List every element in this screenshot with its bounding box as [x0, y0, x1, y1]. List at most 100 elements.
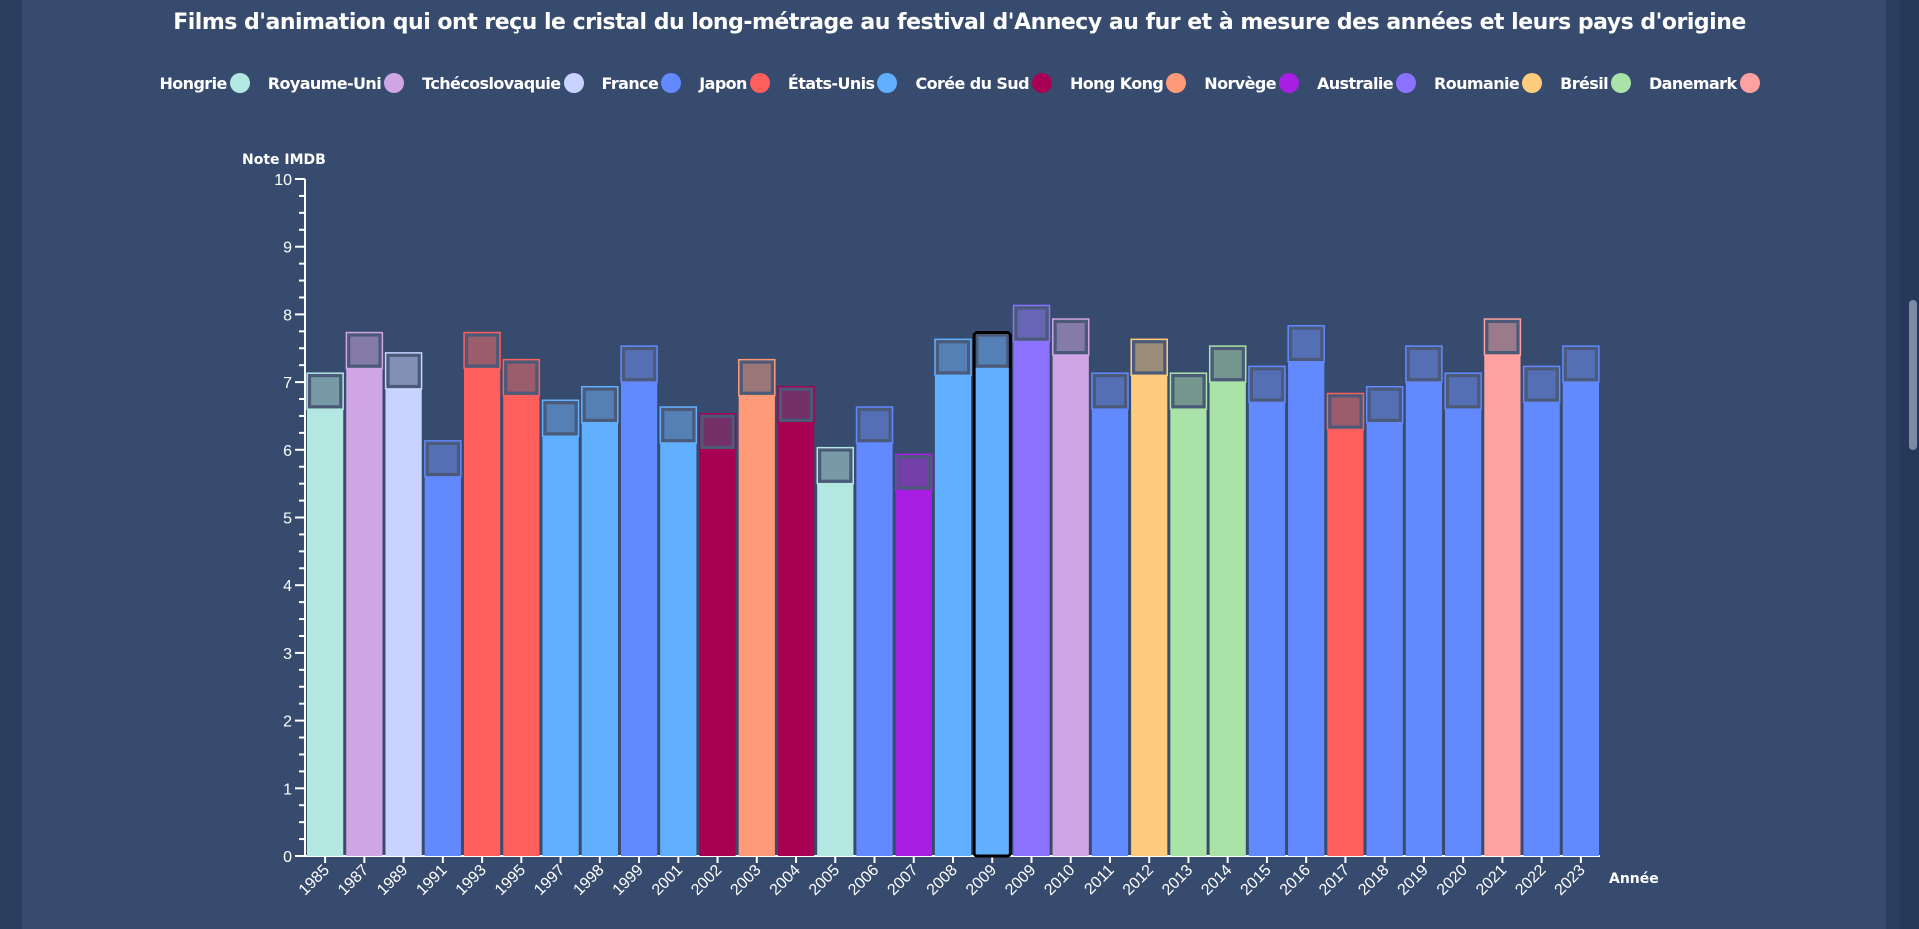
- legend-swatch: [749, 73, 770, 93]
- bar[interactable]: [1131, 375, 1168, 856]
- film-poster-thumbnail[interactable]: [1444, 372, 1482, 410]
- film-poster-thumbnail[interactable]: [855, 406, 894, 444]
- film-poster-thumbnail[interactable]: [895, 453, 933, 492]
- bar[interactable]: [385, 388, 422, 856]
- bar[interactable]: [738, 395, 775, 856]
- bar[interactable]: [307, 409, 344, 856]
- y-tick-label: 3: [283, 646, 292, 663]
- film-poster-thumbnail[interactable]: [1012, 304, 1051, 343]
- bar[interactable]: [346, 368, 383, 856]
- legend: Hongrie Royaume-Uni Tchécoslovaquie France J…: [0, 68, 1919, 98]
- bar[interactable]: [934, 375, 972, 856]
- poster-image-icon: [1488, 323, 1517, 352]
- film-poster-thumbnail[interactable]: [1405, 345, 1443, 383]
- bar[interactable]: [1445, 409, 1482, 856]
- scrollbar-thumb[interactable]: [1909, 300, 1917, 450]
- legend-item[interactable]: Roumanie: [1434, 73, 1543, 93]
- bar[interactable]: [1562, 382, 1599, 856]
- x-tick-label: 2001: [649, 862, 686, 899]
- bar[interactable]: [777, 422, 815, 856]
- bar[interactable]: [1170, 409, 1207, 856]
- film-poster-thumbnail[interactable]: [424, 440, 462, 478]
- bar[interactable]: [856, 443, 893, 856]
- film-poster-thumbnail[interactable]: [1522, 365, 1561, 404]
- bars: [306, 304, 1600, 858]
- film-poster-thumbnail[interactable]: [1130, 338, 1168, 377]
- film-poster-thumbnail[interactable]: [1365, 385, 1404, 424]
- bar[interactable]: [1366, 422, 1403, 856]
- film-poster-thumbnail[interactable]: [384, 352, 423, 390]
- poster-image-icon: [1017, 309, 1046, 338]
- legend-item[interactable]: Brésil: [1560, 73, 1631, 93]
- film-poster-thumbnail[interactable]: [738, 358, 776, 397]
- film-poster-thumbnail[interactable]: [581, 385, 619, 424]
- film-poster-thumbnail[interactable]: [1248, 365, 1286, 404]
- bar[interactable]: [974, 368, 1011, 856]
- film-poster-thumbnail[interactable]: [698, 413, 737, 451]
- legend-item[interactable]: Corée du Sud: [915, 73, 1052, 93]
- legend-item[interactable]: Tchécoslovaquie: [422, 73, 584, 93]
- film-poster-thumbnail[interactable]: [1562, 345, 1600, 383]
- film-poster-thumbnail[interactable]: [306, 372, 344, 410]
- scrollbar[interactable]: [1900, 0, 1919, 929]
- film-poster-thumbnail[interactable]: [816, 446, 855, 485]
- film-poster-thumbnail[interactable]: [1091, 372, 1129, 410]
- y-tick-label: 1: [283, 781, 292, 798]
- legend-item[interactable]: Japon: [699, 73, 770, 93]
- film-poster-thumbnail[interactable]: [502, 358, 541, 397]
- legend-label: Danemark: [1648, 73, 1737, 93]
- film-poster-thumbnail[interactable]: [1051, 318, 1090, 356]
- legend-swatch: [1166, 73, 1187, 93]
- film-poster-thumbnail[interactable]: [620, 345, 658, 383]
- bar[interactable]: [1209, 382, 1246, 856]
- poster-image-icon: [782, 390, 811, 419]
- poster-image-icon: [1095, 377, 1124, 406]
- film-poster-thumbnail[interactable]: [1169, 372, 1208, 410]
- film-poster-thumbnail[interactable]: [463, 331, 501, 370]
- bar[interactable]: [1013, 341, 1050, 857]
- x-tick-label: 1989: [374, 862, 411, 899]
- legend-item[interactable]: Australie: [1317, 73, 1417, 93]
- poster-image-icon: [899, 458, 928, 487]
- film-poster-thumbnail[interactable]: [777, 385, 815, 424]
- x-tick-label: 1995: [492, 862, 529, 899]
- legend-item[interactable]: Danemark: [1649, 73, 1760, 93]
- poster-image-icon: [1566, 350, 1595, 379]
- film-poster-thumbnail[interactable]: [1287, 325, 1325, 363]
- x-axis: 1985 1987 1989 1991 1993 1995 1997 1998 1999 2001…: [296, 855, 1600, 899]
- bar[interactable]: [581, 422, 618, 856]
- legend-item[interactable]: France: [602, 73, 682, 93]
- film-poster-thumbnail[interactable]: [345, 331, 384, 370]
- bar[interactable]: [699, 449, 736, 856]
- legend-item[interactable]: Norvège: [1204, 73, 1299, 93]
- film-poster-thumbnail[interactable]: [1326, 392, 1365, 431]
- bar[interactable]: [1484, 355, 1521, 856]
- legend-item[interactable]: États-Unis: [788, 73, 898, 93]
- bar[interactable]: [1327, 429, 1364, 856]
- film-poster-thumbnail[interactable]: [1483, 318, 1522, 356]
- bar[interactable]: [503, 395, 540, 856]
- legend-item[interactable]: Royaume-Uni: [268, 73, 405, 93]
- bar[interactable]: [895, 490, 932, 856]
- bar[interactable]: [620, 382, 658, 856]
- bar[interactable]: [660, 443, 697, 856]
- bar[interactable]: [463, 368, 501, 856]
- bar[interactable]: [424, 476, 461, 856]
- bar[interactable]: [542, 436, 579, 856]
- bar[interactable]: [1405, 382, 1443, 856]
- bar[interactable]: [817, 483, 854, 856]
- film-poster-thumbnail[interactable]: [659, 406, 698, 444]
- legend-item[interactable]: Hongrie: [159, 73, 250, 93]
- x-tick-label: 2007: [884, 862, 921, 899]
- bar[interactable]: [1248, 402, 1286, 856]
- film-poster-thumbnail[interactable]: [1208, 345, 1247, 383]
- film-poster-thumbnail[interactable]: [934, 338, 972, 377]
- bar[interactable]: [1523, 402, 1560, 856]
- x-tick-label: 2013: [1159, 862, 1196, 899]
- bar[interactable]: [1091, 409, 1129, 856]
- poster-image-icon: [1449, 377, 1478, 406]
- bar[interactable]: [1052, 355, 1089, 856]
- film-poster-thumbnail[interactable]: [541, 399, 580, 438]
- legend-item[interactable]: Hong Kong: [1070, 73, 1187, 93]
- bar[interactable]: [1288, 361, 1325, 856]
